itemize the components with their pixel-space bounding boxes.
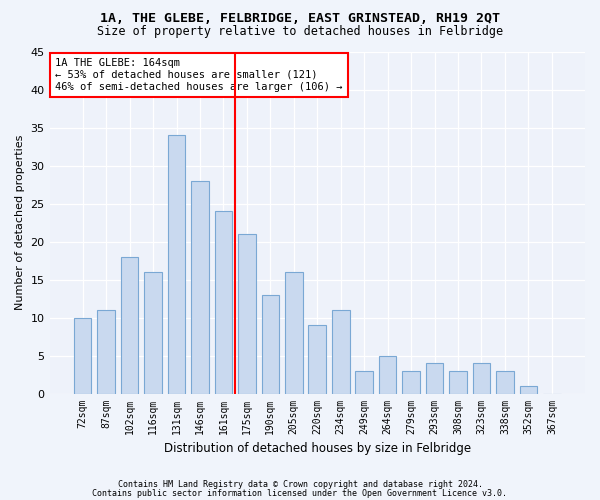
Bar bbox=[520, 386, 537, 394]
Bar bbox=[496, 371, 514, 394]
Bar bbox=[238, 234, 256, 394]
X-axis label: Distribution of detached houses by size in Felbridge: Distribution of detached houses by size … bbox=[164, 442, 471, 455]
Text: Contains HM Land Registry data © Crown copyright and database right 2024.: Contains HM Land Registry data © Crown c… bbox=[118, 480, 482, 489]
Bar bbox=[74, 318, 91, 394]
Bar bbox=[426, 363, 443, 394]
Bar bbox=[285, 272, 302, 394]
Bar bbox=[144, 272, 162, 394]
Bar bbox=[332, 310, 350, 394]
Bar bbox=[121, 256, 139, 394]
Text: 1A THE GLEBE: 164sqm
← 53% of detached houses are smaller (121)
46% of semi-deta: 1A THE GLEBE: 164sqm ← 53% of detached h… bbox=[55, 58, 343, 92]
Text: Size of property relative to detached houses in Felbridge: Size of property relative to detached ho… bbox=[97, 25, 503, 38]
Text: 1A, THE GLEBE, FELBRIDGE, EAST GRINSTEAD, RH19 2QT: 1A, THE GLEBE, FELBRIDGE, EAST GRINSTEAD… bbox=[100, 12, 500, 26]
Bar bbox=[473, 363, 490, 394]
Text: Contains public sector information licensed under the Open Government Licence v3: Contains public sector information licen… bbox=[92, 490, 508, 498]
Bar bbox=[168, 135, 185, 394]
Y-axis label: Number of detached properties: Number of detached properties bbox=[15, 135, 25, 310]
Bar bbox=[403, 371, 420, 394]
Bar bbox=[215, 211, 232, 394]
Bar bbox=[379, 356, 397, 394]
Bar bbox=[308, 325, 326, 394]
Bar bbox=[97, 310, 115, 394]
Bar bbox=[449, 371, 467, 394]
Bar bbox=[262, 294, 279, 394]
Bar bbox=[355, 371, 373, 394]
Bar bbox=[191, 180, 209, 394]
